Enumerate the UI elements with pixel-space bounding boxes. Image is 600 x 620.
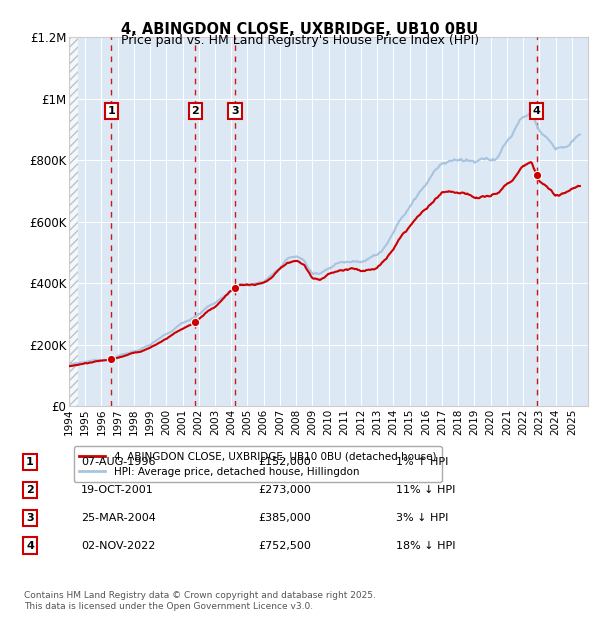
Text: 3: 3 [26,513,34,523]
Text: Contains HM Land Registry data © Crown copyright and database right 2025.
This d: Contains HM Land Registry data © Crown c… [24,591,376,611]
Text: 1: 1 [107,106,115,116]
Bar [69,37,78,406]
Text: 4: 4 [533,106,541,116]
Text: £273,000: £273,000 [258,485,311,495]
Text: 07-AUG-1996: 07-AUG-1996 [81,457,155,467]
Text: 11% ↓ HPI: 11% ↓ HPI [396,485,455,495]
Text: 3% ↓ HPI: 3% ↓ HPI [396,513,448,523]
Text: 3: 3 [231,106,239,116]
Text: 18% ↓ HPI: 18% ↓ HPI [396,541,455,551]
Text: £385,000: £385,000 [258,513,311,523]
Text: 2: 2 [191,106,199,116]
Text: 25-MAR-2004: 25-MAR-2004 [81,513,156,523]
Text: 4: 4 [26,541,34,551]
Text: 1% ↑ HPI: 1% ↑ HPI [396,457,448,467]
Text: £752,500: £752,500 [258,541,311,551]
Text: 19-OCT-2001: 19-OCT-2001 [81,485,154,495]
Text: £152,000: £152,000 [258,457,311,467]
Text: 4, ABINGDON CLOSE, UXBRIDGE, UB10 0BU: 4, ABINGDON CLOSE, UXBRIDGE, UB10 0BU [121,22,479,37]
Text: Price paid vs. HM Land Registry's House Price Index (HPI): Price paid vs. HM Land Registry's House … [121,34,479,47]
Legend: 4, ABINGDON CLOSE, UXBRIDGE, UB10 0BU (detached house), HPI: Average price, deta: 4, ABINGDON CLOSE, UXBRIDGE, UB10 0BU (d… [74,446,442,482]
Text: 02-NOV-2022: 02-NOV-2022 [81,541,155,551]
Text: 1: 1 [26,457,34,467]
Text: 2: 2 [26,485,34,495]
